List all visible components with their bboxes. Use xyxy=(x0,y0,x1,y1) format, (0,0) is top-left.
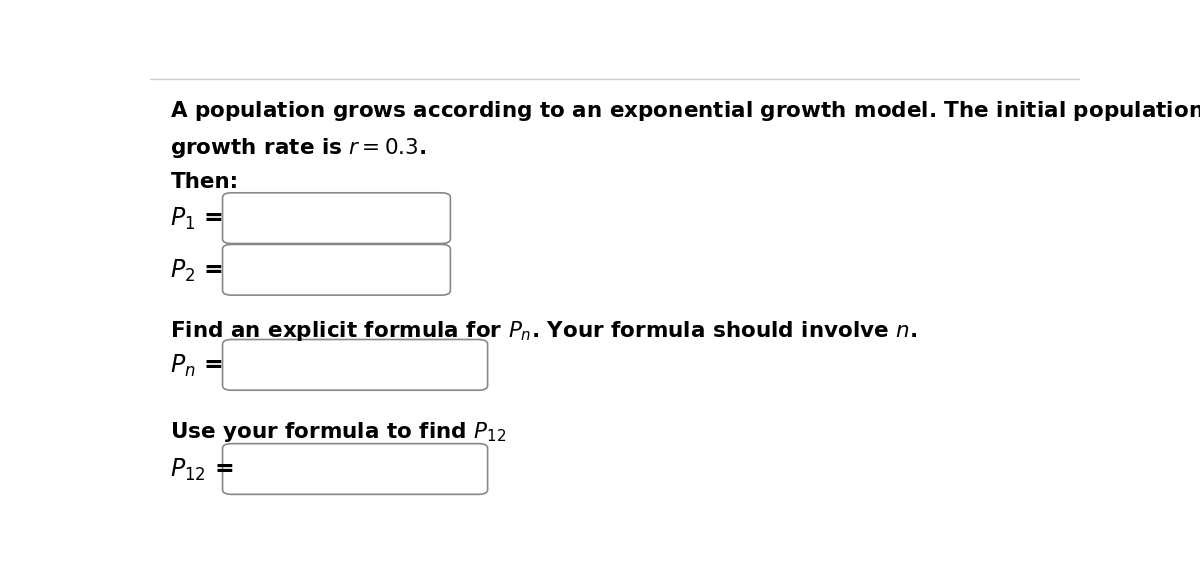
Text: $P_2$ =: $P_2$ = xyxy=(170,258,223,284)
Text: Use your formula to find $P_{12}$: Use your formula to find $P_{12}$ xyxy=(170,420,506,444)
FancyBboxPatch shape xyxy=(222,443,487,495)
Text: Find an explicit formula for $P_n$. Your formula should involve $n$.: Find an explicit formula for $P_n$. Your… xyxy=(170,319,918,343)
Text: A population grows according to an exponential growth model. The initial populat: A population grows according to an expon… xyxy=(170,99,1200,123)
FancyBboxPatch shape xyxy=(222,339,487,390)
FancyBboxPatch shape xyxy=(222,193,450,243)
FancyBboxPatch shape xyxy=(222,245,450,295)
Text: $P_{12}$ =: $P_{12}$ = xyxy=(170,457,234,483)
Text: Then:: Then: xyxy=(170,172,239,192)
Text: growth rate is $r = 0.3$.: growth rate is $r = 0.3$. xyxy=(170,136,427,160)
Text: $P_1$ =: $P_1$ = xyxy=(170,206,223,232)
Text: $P_n$ =: $P_n$ = xyxy=(170,353,223,379)
